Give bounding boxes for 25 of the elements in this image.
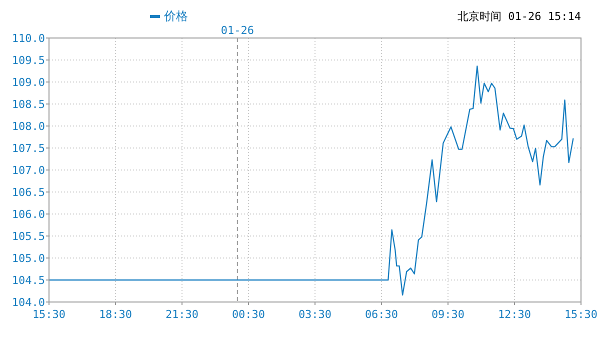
y-tick-label: 109.0 xyxy=(12,76,45,89)
x-tick-label: 21:30 xyxy=(165,308,199,321)
y-tick-label: 107.0 xyxy=(12,164,45,177)
y-tick-label: 108.0 xyxy=(12,120,45,133)
y-tick-label: 105.0 xyxy=(12,252,45,265)
x-tick-label: 03:30 xyxy=(298,308,332,321)
x-tick-label: 15:30 xyxy=(564,308,598,321)
x-tick-label: 12:30 xyxy=(498,308,532,321)
x-tick-label: 06:30 xyxy=(364,308,398,321)
y-tick-label: 108.5 xyxy=(12,98,45,111)
y-tick-label: 110.0 xyxy=(12,32,45,45)
y-tick-label: 104.0 xyxy=(12,296,45,309)
y-tick-label: 107.5 xyxy=(12,142,45,155)
ref-line-label: 01-26 xyxy=(220,24,254,37)
y-tick-label: 109.5 xyxy=(12,54,45,67)
x-tick-label: 15:30 xyxy=(32,308,66,321)
y-tick-label: 106.0 xyxy=(12,208,45,221)
x-tick-label: 09:30 xyxy=(431,308,465,321)
y-tick-label: 106.5 xyxy=(12,186,45,199)
y-tick-label: 104.5 xyxy=(12,274,45,287)
x-tick-label: 00:30 xyxy=(232,308,266,321)
x-tick-label: 18:30 xyxy=(98,308,132,321)
legend-label: 价格 xyxy=(163,9,188,23)
chart-title: 北京时间 01-26 15:14 xyxy=(458,10,582,23)
y-tick-label: 105.5 xyxy=(12,230,45,243)
